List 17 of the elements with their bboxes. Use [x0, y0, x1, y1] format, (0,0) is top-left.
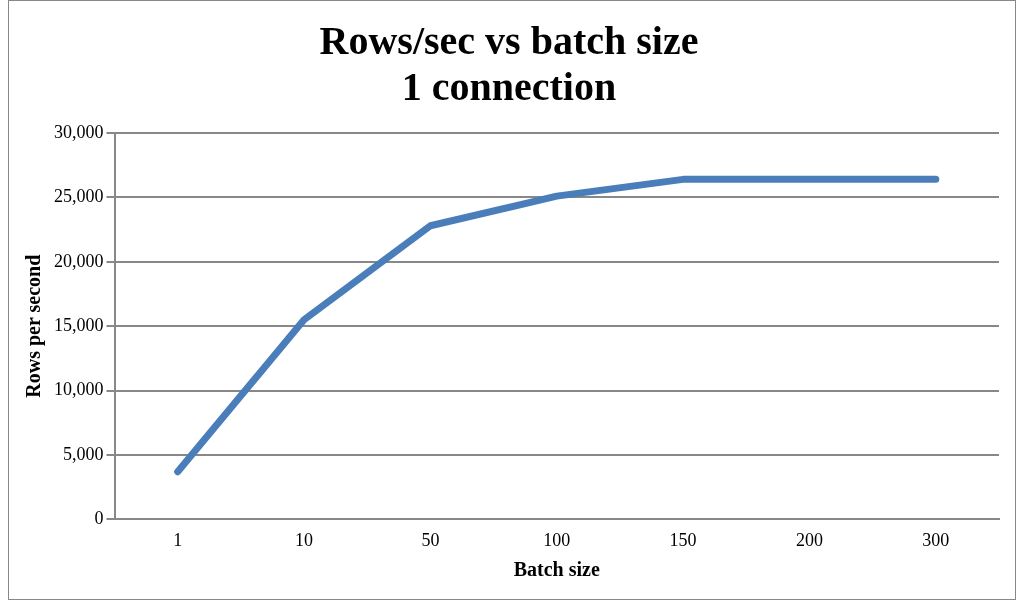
- y-tick-label: 15,000: [54, 314, 104, 335]
- x-tick-label: 100: [543, 529, 571, 550]
- x-tick-label: 150: [669, 529, 697, 550]
- x-tick-label: 300: [922, 529, 950, 550]
- x-tick-label: 10: [295, 529, 314, 550]
- y-tick-label: 25,000: [54, 186, 104, 207]
- y-tick-label: 10,000: [54, 379, 104, 400]
- x-tick-label: 200: [795, 529, 823, 550]
- x-axis-title: Batch size: [513, 558, 600, 581]
- y-tick-label: 30,000: [54, 121, 104, 142]
- chart-title: Rows/sec vs batch size 1 connection: [319, 18, 699, 110]
- y-tick-label: 5,000: [63, 443, 104, 464]
- x-tick-label: 1: [173, 529, 183, 550]
- y-tick-label: 20,000: [54, 250, 104, 271]
- y-tick-label: 0: [94, 508, 104, 529]
- y-axis-title: Rows per second: [22, 254, 46, 398]
- x-tick-label: 50: [421, 529, 440, 550]
